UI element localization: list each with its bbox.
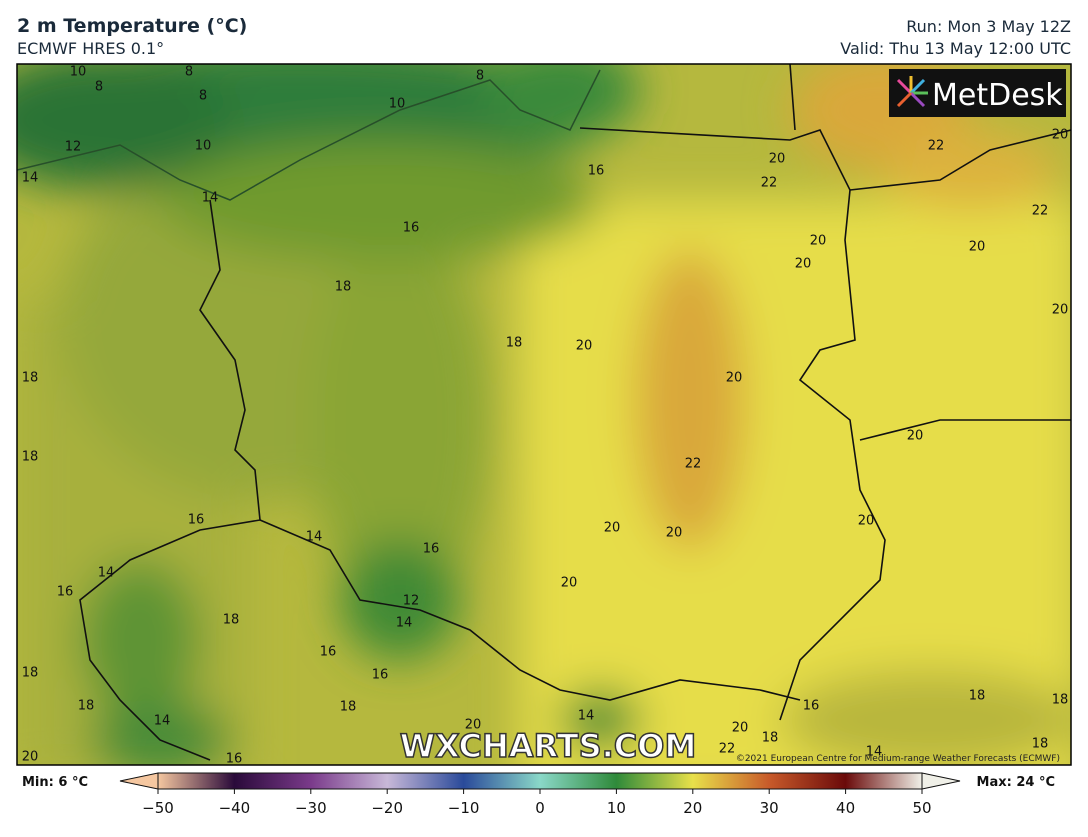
contour-label: 14 — [22, 171, 39, 186]
contour-label: 18 — [1052, 693, 1069, 708]
contour-label: 20 — [666, 526, 683, 541]
contour-label: 20 — [907, 429, 924, 444]
colorbar-tick-label: 40 — [836, 799, 855, 817]
max-label: Max: 24 °C — [977, 775, 1055, 790]
colorbar-tick-label: 50 — [912, 799, 931, 817]
map: 10 8 8 8 8 10 10 12 14 14 16 16 18 18 20… — [17, 64, 1071, 767]
colorbar-tick-label: −50 — [142, 799, 174, 817]
contour-label: 20 — [858, 514, 875, 529]
title: 2 m Temperature (°C) — [17, 15, 247, 37]
colorbar-tick-label: −10 — [448, 799, 480, 817]
contour-label: 22 — [685, 457, 702, 472]
contour-label: 8 — [185, 65, 193, 80]
watermark: WXCHARTS.COM — [400, 727, 697, 765]
contour-label: 20 — [769, 152, 786, 167]
contour-label: 18 — [22, 450, 39, 465]
colorbar-tick-label: 20 — [683, 799, 702, 817]
min-label: Min: 6 °C — [22, 775, 88, 790]
contour-label: 16 — [588, 164, 605, 179]
contour-label: 20 — [732, 721, 749, 736]
logo: MetDesk — [932, 78, 1063, 113]
contour-label: 22 — [761, 176, 778, 191]
contour-label: 14 — [202, 191, 219, 206]
contour-label: 16 — [423, 542, 440, 557]
contour-label: 20 — [22, 750, 39, 765]
contour-label: 16 — [320, 645, 337, 660]
colorbar-low-end — [119, 772, 159, 790]
subtitle: ECMWF HRES 0.1° — [17, 39, 164, 58]
contour-label: 18 — [22, 371, 39, 386]
contour-label: 10 — [70, 65, 87, 80]
contour-label: 18 — [1032, 737, 1049, 752]
contour-label: 20 — [795, 257, 812, 272]
colorbar-tick-label: −40 — [219, 799, 251, 817]
contour-label: 10 — [195, 139, 212, 154]
colorbar-tick-label: −30 — [295, 799, 327, 817]
contour-label: 14 — [98, 566, 115, 581]
contour-label: 14 — [154, 714, 171, 729]
contour-label: 10 — [389, 97, 406, 112]
contour-label: 18 — [78, 699, 95, 714]
colorbar — [157, 772, 923, 790]
contour-label: 22 — [719, 742, 736, 757]
contour-label: 20 — [1052, 303, 1069, 318]
contour-label: 20 — [465, 718, 482, 733]
contour-label: 20 — [810, 234, 827, 249]
contour-label: 18 — [969, 689, 986, 704]
contour-label: 12 — [403, 594, 420, 609]
contour-label: 18 — [223, 613, 240, 628]
contour-label: 18 — [762, 731, 779, 746]
contour-label: 20 — [576, 339, 593, 354]
contour-label: 20 — [604, 521, 621, 536]
contour-label: 20 — [969, 240, 986, 255]
map-frame — [16, 63, 1072, 766]
colorbar-high-end — [921, 772, 961, 790]
contour-label: 8 — [95, 80, 103, 95]
contour-label: 14 — [578, 709, 595, 724]
contour-label: 18 — [22, 666, 39, 681]
contour-label: 16 — [57, 585, 74, 600]
contour-label: 14 — [396, 616, 413, 631]
contour-label: 20 — [561, 576, 578, 591]
contour-label: 14 — [306, 530, 323, 545]
run: Run: Mon 3 May 12Z — [906, 17, 1071, 36]
colorbar-tick-label: −20 — [371, 799, 403, 817]
contour-label: 8 — [199, 89, 207, 104]
logo-icon — [896, 76, 928, 108]
contour-label: 16 — [226, 752, 243, 767]
colorbar-tick-label: 10 — [607, 799, 626, 817]
colorbar-tick-label: 30 — [760, 799, 779, 817]
colorbar-tick-label: 0 — [535, 799, 545, 817]
contour-label: 14 — [866, 745, 883, 760]
contour-label: 20 — [726, 371, 743, 386]
contour-label: 8 — [476, 69, 484, 84]
contour-label: 18 — [506, 336, 523, 351]
contour-label: 22 — [928, 139, 945, 154]
contour-label: 12 — [65, 140, 82, 155]
contour-label: 16 — [188, 513, 205, 528]
valid: Valid: Thu 13 May 12:00 UTC — [840, 39, 1071, 58]
contour-label: 20 — [1052, 128, 1069, 143]
contour-label: 18 — [340, 700, 357, 715]
contour-label: 16 — [803, 699, 820, 714]
contour-label: 16 — [372, 668, 389, 683]
contour-label: 22 — [1032, 204, 1049, 219]
copyright: ©2021 European Centre for Medium-range W… — [736, 754, 1060, 764]
contour-label: 18 — [335, 280, 352, 295]
contour-label: 16 — [403, 221, 420, 236]
